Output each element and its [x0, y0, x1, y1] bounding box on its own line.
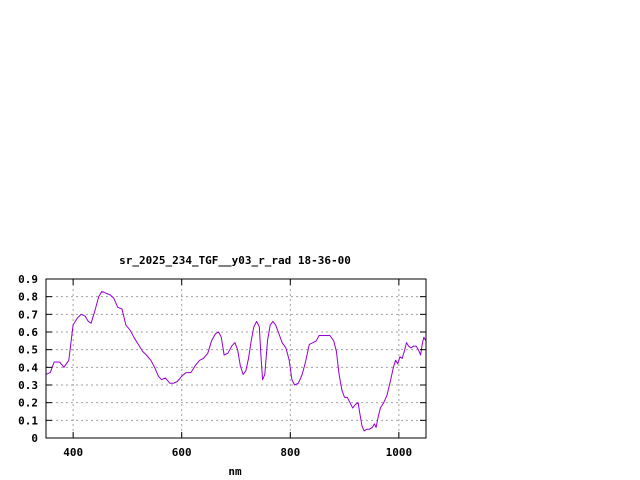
series-layer [45, 290, 427, 432]
y-tick-label: 0.7 [18, 308, 38, 321]
y-tick-label: 0.3 [18, 379, 38, 392]
plot-frame [45, 278, 427, 439]
y-tick-label: 0.6 [18, 326, 38, 339]
x-tick-label: 400 [63, 446, 83, 459]
y-axis: 0 0.1 0.2 0.3 0.4 0.5 0.6 0.7 0.8 0.9 [18, 273, 426, 445]
x-tick-label: 1000 [386, 446, 413, 459]
x-tick-label: 600 [172, 446, 192, 459]
y-tick-label: 0.9 [18, 273, 38, 286]
grid [46, 279, 426, 438]
y-tick-label: 0.8 [18, 291, 38, 304]
chart-title: sr_2025_234_TGF__y03_r_rad 18-36-00 [119, 254, 351, 267]
y-tick-label: 0.1 [18, 414, 38, 427]
y-tick-label: 0.4 [18, 361, 38, 374]
x-tick-label: 800 [280, 446, 300, 459]
x-axis: 400 600 800 1000 [63, 279, 412, 459]
series-line [45, 290, 427, 432]
y-tick-label: 0.2 [18, 397, 38, 410]
x-axis-label: nm [228, 465, 242, 478]
y-tick-label: 0.5 [18, 344, 38, 357]
y-tick-label: 0 [31, 432, 38, 445]
